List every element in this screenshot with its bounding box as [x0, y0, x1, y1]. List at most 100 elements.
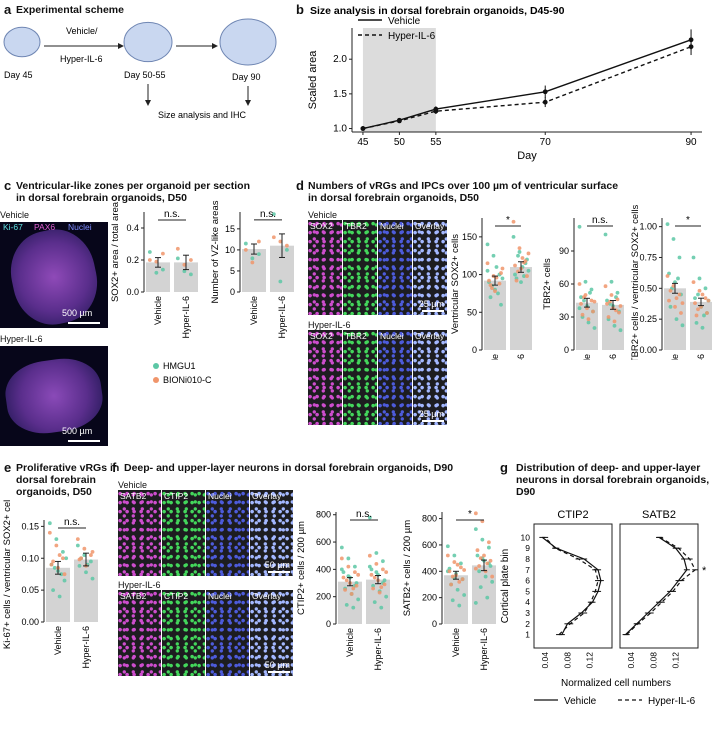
f1-ytick-label: 600	[316, 537, 331, 547]
f1-point	[346, 556, 351, 561]
d3-point	[680, 323, 685, 328]
f1-point	[379, 585, 384, 590]
d-vehicle-channel-label: TBR2	[345, 221, 367, 231]
f1-point	[346, 564, 351, 569]
e1-point	[57, 553, 62, 557]
d-hyper-channel-0: SOX2	[308, 330, 342, 425]
e1-bar	[46, 567, 70, 622]
c2-bar	[242, 249, 266, 292]
d3-point	[668, 288, 673, 293]
e1-ytick-label: 0.05	[21, 585, 39, 595]
d2-point	[606, 315, 611, 319]
c1-point	[182, 269, 187, 274]
d1-point	[516, 269, 520, 274]
c1-point	[188, 258, 193, 262]
f2-point	[450, 598, 455, 603]
f-vehicle-scale-bar	[268, 571, 290, 573]
f2-point	[462, 568, 467, 572]
f2-point	[447, 569, 452, 574]
d-vehicle-images: SOX2 TBR2 Nuclei Overlay 25 µm	[308, 220, 448, 315]
d3-point	[697, 288, 702, 293]
d1-point	[526, 251, 531, 256]
chart-c1: 0.0 0.2 0.4 SOX2+ area / total area Vehicle H…	[110, 201, 198, 339]
f1-point	[352, 564, 357, 569]
d2-point	[589, 298, 594, 303]
d3-ytick-label: 1.00	[639, 222, 657, 232]
d-hyper-channel-label: Nuclei	[380, 331, 404, 341]
f2-point	[455, 587, 460, 592]
f-vehicle-channel-2: Nuclei	[206, 490, 249, 576]
organoid-day50	[123, 21, 173, 63]
f2-ytick-label: 0	[432, 619, 437, 629]
d2-point	[589, 287, 594, 292]
d1-point	[496, 291, 500, 296]
d3-point	[665, 222, 670, 227]
panel-f-title: Deep- and upper-layer neurons in dorsal …	[124, 462, 454, 474]
c-scale-bar-1	[68, 322, 100, 324]
d3-point	[703, 286, 708, 291]
d1-xtick-label: Hyper-IL-6	[516, 354, 526, 360]
d1-point	[499, 302, 503, 307]
d-hyper-label: Hyper-IL-6	[308, 320, 351, 330]
d1-point	[500, 276, 505, 281]
d2-ytick-label: 60	[559, 279, 569, 289]
chart-b-legend-text-1: Hyper-IL-6	[388, 31, 436, 42]
treatment-1: Vehicle/	[66, 26, 98, 36]
c1-point	[175, 256, 180, 261]
d2-point	[582, 298, 586, 303]
f2-point	[473, 566, 478, 571]
f1-point	[379, 605, 384, 610]
c2-point	[278, 239, 283, 244]
c-hyper-label: Hyper-IL-6	[0, 334, 43, 344]
d1-ylabel: Ventricular SOX2+ cells	[450, 234, 461, 334]
f-hyper-label: Hyper-IL-6	[118, 580, 161, 590]
d2-sig-label: n.s.	[592, 215, 608, 226]
chart-e1: 0.00 0.05 0.10 0.15 Ki-67+ cells / ventricul…	[2, 500, 98, 669]
d-hyper-channel-label: SOX2	[310, 331, 333, 341]
d2-point	[588, 290, 592, 295]
f-hyper-channel-0: SATB2	[118, 590, 161, 676]
panel-e-title-3: organoids, D50	[16, 486, 92, 498]
c2-xtick-label: Vehicle	[249, 296, 259, 325]
chart-g-xtick-label: 0.04	[540, 652, 550, 669]
e1-point	[64, 556, 69, 561]
f1-ytick-label: 400	[316, 564, 331, 574]
c2-point	[284, 247, 289, 252]
f1-point	[382, 578, 387, 583]
e1-point	[79, 556, 84, 561]
d3-point	[676, 276, 680, 281]
e1-point	[59, 572, 64, 577]
c-scale-text-1: 500 µm	[62, 308, 93, 318]
f2-point	[488, 558, 493, 563]
d2-point	[617, 310, 621, 315]
chart-g-xtick-label: 0.08	[648, 652, 658, 669]
d3-point	[693, 301, 697, 306]
c2-point	[250, 256, 255, 261]
f2-xtick-label: Vehicle	[451, 628, 461, 657]
chart-g-ytick-label: 5	[525, 586, 530, 596]
d2-point	[586, 320, 591, 325]
f2-sig-label: *	[468, 509, 472, 520]
f1-point	[339, 545, 344, 550]
f2-point	[460, 577, 465, 582]
panel-e-title-1: Proliferative vRGs in	[16, 462, 120, 474]
chart-g-ytick-label: 7	[525, 565, 530, 575]
f2-point	[486, 540, 491, 545]
panel-g-title-1: Distribution of deep- and upper-layer	[516, 462, 701, 474]
chart-b-xtick-label: 70	[540, 137, 552, 148]
d1-point	[526, 268, 531, 273]
f1-point	[339, 567, 344, 572]
c1-point	[154, 259, 159, 264]
f1-point	[352, 570, 357, 574]
c1-point	[154, 270, 159, 275]
d1-point	[520, 256, 525, 260]
chart-g-ylabel: Cortical plate bin	[500, 549, 511, 623]
d-hyper-images: SOX2 TBR2 Nuclei Overlay 25 µm	[308, 330, 448, 425]
d-vehicle-channel-3: Overlay	[413, 220, 447, 315]
f2-point	[485, 595, 490, 600]
f1-xtick-label: Hyper-IL-6	[373, 628, 383, 671]
e1-point	[62, 578, 67, 583]
c2-xtick-label: Hyper-IL-6	[277, 296, 287, 339]
e1-point	[52, 565, 57, 570]
